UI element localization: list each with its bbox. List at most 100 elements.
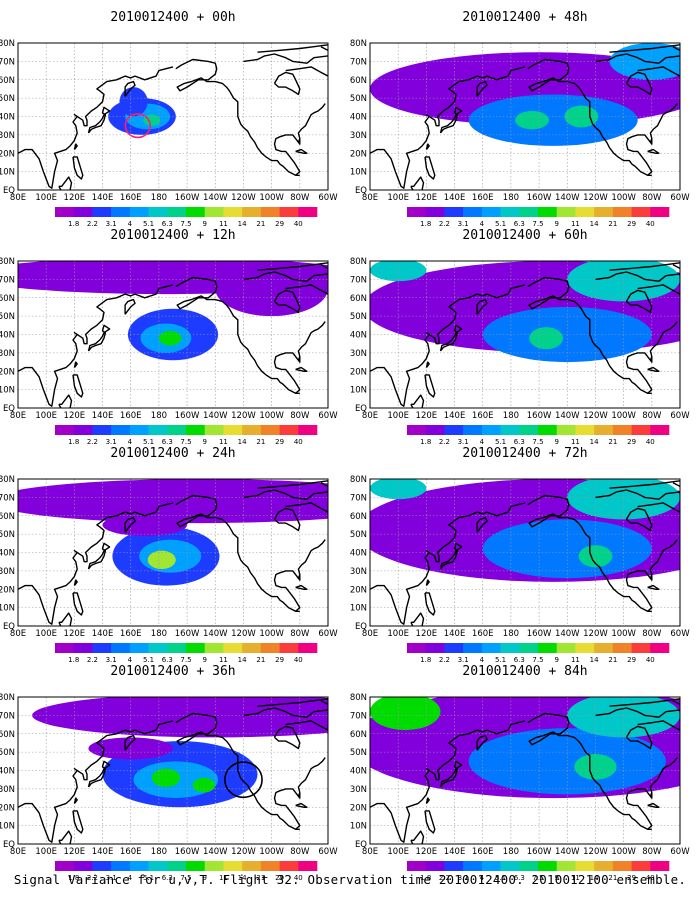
colorbar-label: 5.1 bbox=[143, 656, 154, 664]
lon-tick-label: 140E bbox=[92, 411, 114, 421]
lon-tick-label: 120E bbox=[416, 847, 438, 857]
lat-tick-label: 40N bbox=[0, 113, 15, 123]
lon-tick-label: 140E bbox=[444, 411, 466, 421]
lat-tick-label: EQ bbox=[3, 622, 15, 632]
lat-tick-label: 10N bbox=[350, 822, 367, 832]
coastlines bbox=[18, 698, 328, 844]
lat-tick-label: 70N bbox=[350, 275, 367, 285]
colorbar-swatch bbox=[73, 643, 93, 653]
panel-title: 2010012400 + 72h bbox=[462, 446, 587, 461]
colorbar-label: 14 bbox=[590, 438, 599, 446]
lon-tick-label: 120W bbox=[583, 411, 608, 421]
colorbar-label: 29 bbox=[275, 656, 284, 664]
map-panel: 2010012400 + 24h EQ 10N 20N 30N 40N 50N 60N 70N 8… bbox=[0, 446, 338, 664]
lon-tick-label: 160E bbox=[120, 629, 142, 639]
colorbar-swatch bbox=[204, 861, 224, 871]
colorbar-label: 6.3 bbox=[514, 874, 525, 882]
lat-tick-label: 20N bbox=[0, 803, 15, 813]
colorbar-label: 14 bbox=[590, 656, 599, 664]
lat-tick-label: 20N bbox=[350, 585, 367, 595]
colorbar-label: 1.8 bbox=[68, 438, 79, 446]
colorbar-swatch bbox=[594, 861, 614, 871]
gridlines bbox=[18, 479, 328, 626]
lat-tick-label: 50N bbox=[350, 530, 367, 540]
colorbar-swatch bbox=[538, 207, 558, 217]
colorbar-label: 7.5 bbox=[532, 874, 543, 882]
colorbar-swatch bbox=[556, 207, 576, 217]
colorbar-label: 40 bbox=[294, 874, 303, 882]
lon-tick-label: 100E bbox=[35, 411, 57, 421]
lat-tick-label: 80N bbox=[350, 475, 367, 485]
lat-tick-label: 40N bbox=[0, 549, 15, 559]
lat-tick-label: EQ bbox=[355, 186, 367, 196]
lat-tick-label: 80N bbox=[0, 693, 15, 703]
colorbar: 1.8 2.2 3.1 4 5.1 6.3 7.5 9 11 14 21 29 40 bbox=[407, 643, 670, 664]
colorbar-swatch bbox=[631, 643, 651, 653]
colorbar-label: 1.8 bbox=[420, 656, 431, 664]
colorbar-swatch bbox=[111, 643, 131, 653]
variance-contour bbox=[370, 261, 427, 282]
colorbar-swatch bbox=[538, 643, 558, 653]
variance-field bbox=[370, 261, 680, 363]
lon-tick-label: 160W bbox=[175, 193, 200, 203]
lat-tick-label: 80N bbox=[350, 39, 367, 49]
colorbar-swatch bbox=[204, 207, 224, 217]
colorbar-label: 2.2 bbox=[87, 874, 98, 882]
lat-tick-label: 20N bbox=[0, 585, 15, 595]
colorbar-swatch bbox=[260, 643, 280, 653]
lon-tick-label: 160W bbox=[527, 629, 552, 639]
lon-tick-label: 80E bbox=[10, 847, 26, 857]
map-panel: 2010012400 + 60h EQ 10N 20N 30N 40N 50N 60N 70N 8… bbox=[350, 228, 690, 446]
coastlines bbox=[18, 262, 328, 408]
observation-circle bbox=[124, 113, 151, 139]
colorbar-swatch bbox=[650, 207, 670, 217]
lon-tick-label: 160E bbox=[120, 193, 142, 203]
colorbar-swatch bbox=[612, 861, 632, 871]
colorbar-swatch bbox=[444, 861, 464, 871]
colorbar-label: 40 bbox=[646, 220, 655, 228]
colorbar-swatch bbox=[223, 861, 243, 871]
coastlines bbox=[18, 480, 328, 626]
map-frame bbox=[17, 696, 329, 845]
lon-tick-label: 140W bbox=[555, 847, 580, 857]
lat-tick-label: 40N bbox=[350, 767, 367, 777]
colorbar-label: 7.5 bbox=[180, 656, 191, 664]
variance-contour bbox=[529, 327, 564, 350]
lat-tick-label: 30N bbox=[0, 567, 15, 577]
colorbar-swatch bbox=[481, 207, 501, 217]
lon-tick-label: 100E bbox=[387, 847, 409, 857]
lat-tick-label: 70N bbox=[350, 493, 367, 503]
colorbar-swatch bbox=[594, 207, 614, 217]
lon-tick-label: 140W bbox=[555, 193, 580, 203]
colorbar-swatch bbox=[55, 207, 75, 217]
colorbar-label: 7.5 bbox=[180, 438, 191, 446]
panel-title: 2010012400 + 84h bbox=[462, 664, 587, 679]
lon-tick-label: 120W bbox=[583, 629, 608, 639]
colorbar-swatch bbox=[298, 207, 318, 217]
lon-tick-label: 180 bbox=[151, 411, 167, 421]
lon-tick-label: 60W bbox=[670, 193, 690, 203]
colorbar-swatch bbox=[55, 861, 75, 871]
lon-tick-label: 100E bbox=[35, 847, 57, 857]
lon-tick-label: 180 bbox=[503, 193, 519, 203]
lat-tick-label: 50N bbox=[0, 530, 15, 540]
variance-contour bbox=[567, 261, 680, 302]
lat-tick-label: 60N bbox=[350, 294, 367, 304]
colorbar-label: 40 bbox=[646, 438, 655, 446]
colorbar: 1.8 2.2 3.1 4 5.1 6.3 7.5 9 11 14 21 29 40 bbox=[55, 207, 318, 228]
panel-title: 2010012400 + 36h bbox=[110, 664, 235, 679]
colorbar-swatch bbox=[556, 643, 576, 653]
lon-tick-label: 100W bbox=[611, 411, 636, 421]
colorbar-swatch bbox=[612, 643, 632, 653]
colorbar-label: 6.3 bbox=[162, 656, 173, 664]
variance-contour bbox=[370, 697, 441, 731]
lon-tick-label: 160E bbox=[120, 847, 142, 857]
colorbar-label: 5.1 bbox=[495, 220, 506, 228]
colorbar-swatch bbox=[594, 643, 614, 653]
map-panel: 2010012400 + 84h EQ 10N 20N 30N 40N 50N 60N 70N 8… bbox=[350, 664, 690, 882]
colorbar-label: 9 bbox=[554, 438, 558, 446]
colorbar-label: 2.2 bbox=[439, 656, 450, 664]
colorbar-swatch bbox=[111, 207, 131, 217]
colorbar-label: 11 bbox=[571, 220, 580, 228]
lon-tick-label: 160E bbox=[472, 847, 494, 857]
